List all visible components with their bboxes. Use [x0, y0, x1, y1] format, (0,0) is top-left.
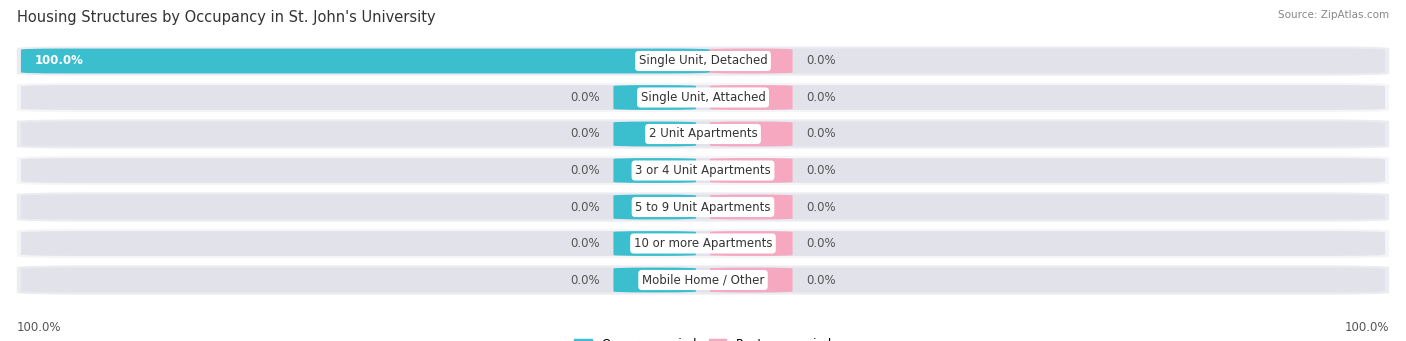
Text: 0.0%: 0.0% [569, 91, 599, 104]
FancyBboxPatch shape [613, 268, 696, 293]
FancyBboxPatch shape [710, 268, 793, 293]
FancyBboxPatch shape [613, 85, 696, 110]
FancyBboxPatch shape [613, 195, 696, 219]
Text: 0.0%: 0.0% [806, 201, 837, 213]
FancyBboxPatch shape [21, 85, 1385, 110]
FancyBboxPatch shape [17, 229, 1389, 258]
Text: 2 Unit Apartments: 2 Unit Apartments [648, 128, 758, 140]
Text: Single Unit, Detached: Single Unit, Detached [638, 55, 768, 68]
Text: 0.0%: 0.0% [569, 273, 599, 286]
Text: 100.0%: 100.0% [1344, 321, 1389, 334]
FancyBboxPatch shape [21, 231, 1385, 256]
FancyBboxPatch shape [710, 195, 793, 219]
FancyBboxPatch shape [17, 119, 1389, 149]
Text: 0.0%: 0.0% [569, 164, 599, 177]
Text: 0.0%: 0.0% [806, 128, 837, 140]
FancyBboxPatch shape [613, 158, 696, 183]
Legend: Owner-occupied, Renter-occupied: Owner-occupied, Renter-occupied [574, 338, 832, 341]
Text: 0.0%: 0.0% [806, 91, 837, 104]
Text: 3 or 4 Unit Apartments: 3 or 4 Unit Apartments [636, 164, 770, 177]
FancyBboxPatch shape [21, 195, 1385, 219]
Text: 0.0%: 0.0% [569, 237, 599, 250]
Text: 100.0%: 100.0% [35, 55, 83, 68]
FancyBboxPatch shape [21, 122, 1385, 146]
FancyBboxPatch shape [21, 268, 1385, 293]
FancyBboxPatch shape [21, 48, 1385, 73]
FancyBboxPatch shape [710, 48, 793, 73]
Text: Single Unit, Attached: Single Unit, Attached [641, 91, 765, 104]
FancyBboxPatch shape [21, 48, 710, 73]
FancyBboxPatch shape [17, 265, 1389, 295]
Text: 10 or more Apartments: 10 or more Apartments [634, 237, 772, 250]
FancyBboxPatch shape [17, 46, 1389, 76]
Text: 5 to 9 Unit Apartments: 5 to 9 Unit Apartments [636, 201, 770, 213]
FancyBboxPatch shape [21, 158, 1385, 183]
Text: 0.0%: 0.0% [806, 55, 837, 68]
FancyBboxPatch shape [613, 122, 696, 146]
Text: 0.0%: 0.0% [806, 237, 837, 250]
Text: Mobile Home / Other: Mobile Home / Other [641, 273, 765, 286]
FancyBboxPatch shape [17, 83, 1389, 112]
Text: 0.0%: 0.0% [806, 273, 837, 286]
Text: 0.0%: 0.0% [806, 164, 837, 177]
Text: Housing Structures by Occupancy in St. John's University: Housing Structures by Occupancy in St. J… [17, 10, 436, 25]
FancyBboxPatch shape [710, 158, 793, 183]
FancyBboxPatch shape [710, 122, 793, 146]
Text: 100.0%: 100.0% [17, 321, 62, 334]
Text: 0.0%: 0.0% [569, 128, 599, 140]
FancyBboxPatch shape [17, 156, 1389, 185]
FancyBboxPatch shape [710, 85, 793, 110]
FancyBboxPatch shape [613, 231, 696, 256]
FancyBboxPatch shape [710, 231, 793, 256]
FancyBboxPatch shape [17, 192, 1389, 222]
Text: 0.0%: 0.0% [569, 201, 599, 213]
Text: Source: ZipAtlas.com: Source: ZipAtlas.com [1278, 10, 1389, 20]
